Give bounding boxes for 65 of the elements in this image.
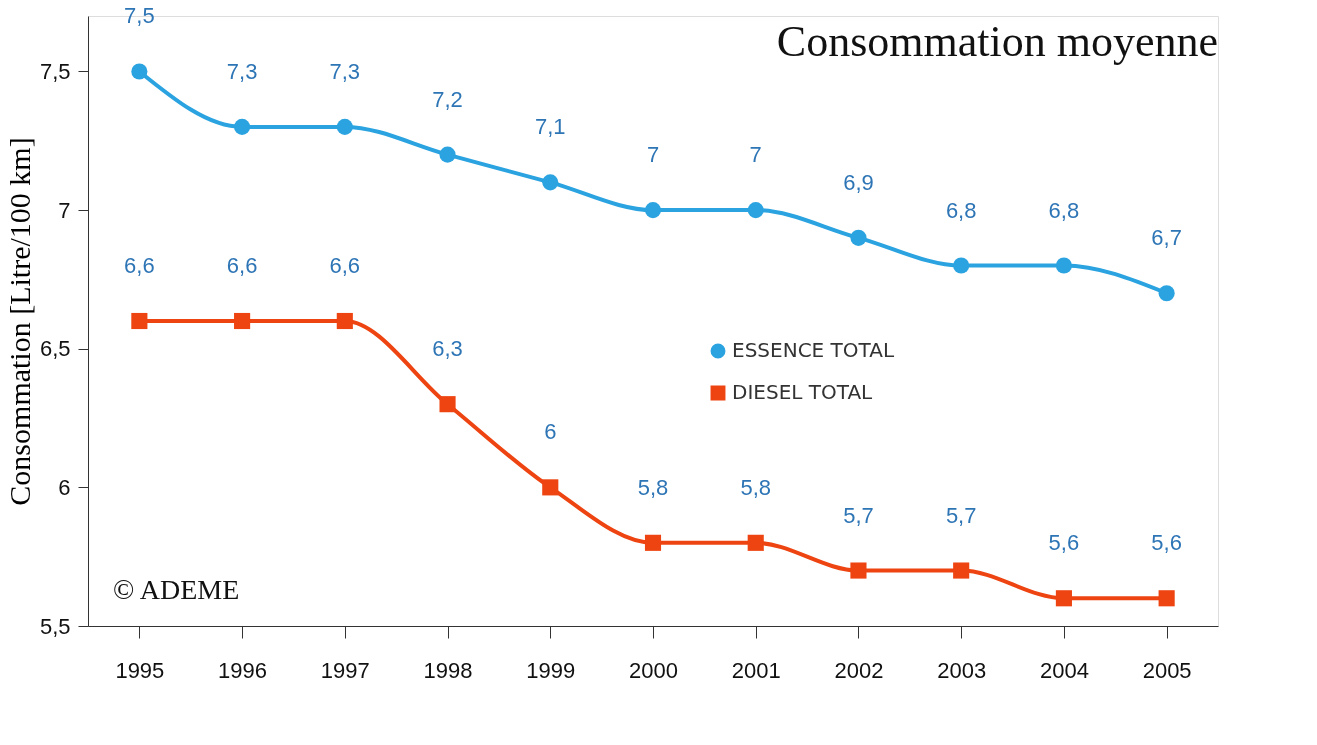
data-label: 5,7 bbox=[843, 502, 874, 528]
data-label: 7 bbox=[749, 142, 762, 168]
point bbox=[542, 479, 559, 496]
point bbox=[131, 312, 148, 330]
data-label: 5,6 bbox=[1048, 530, 1080, 556]
point bbox=[1055, 257, 1072, 274]
data-label: 6 bbox=[544, 419, 557, 445]
x-tick-label: 1996 bbox=[218, 657, 268, 683]
data-label: 7,2 bbox=[432, 86, 463, 112]
data-label: 6,9 bbox=[843, 169, 874, 195]
x-tick-label: 1998 bbox=[423, 657, 473, 683]
point bbox=[1158, 590, 1175, 607]
point bbox=[953, 562, 970, 579]
point bbox=[234, 118, 251, 135]
data-label: 7 bbox=[646, 142, 660, 168]
point bbox=[439, 146, 456, 163]
data-label: 7,1 bbox=[534, 114, 566, 140]
legend-label: DIESEL TOTAL bbox=[732, 380, 874, 404]
data-label: 6,8 bbox=[945, 197, 977, 223]
y-tick-label: 7 bbox=[58, 197, 71, 223]
y-tick-label: 7,5 bbox=[39, 58, 71, 84]
point bbox=[542, 174, 559, 191]
y-tick-label: 6,5 bbox=[39, 336, 71, 362]
data-label: 6,8 bbox=[1048, 197, 1080, 223]
point bbox=[1158, 285, 1175, 302]
x-tick-label: 2005 bbox=[1142, 657, 1192, 683]
x-tick-label: 2003 bbox=[937, 657, 987, 683]
y-axis-title: Consommation [Litre/100 km] bbox=[2, 137, 36, 506]
point bbox=[234, 312, 251, 330]
y-tick-label: 5,5 bbox=[39, 613, 71, 639]
point bbox=[644, 534, 662, 551]
point bbox=[644, 202, 662, 219]
data-label: 7,3 bbox=[329, 58, 361, 84]
point bbox=[850, 562, 867, 579]
x-tick-label: 1995 bbox=[115, 657, 165, 683]
x-tick-label: 2001 bbox=[731, 657, 781, 683]
point bbox=[439, 396, 456, 413]
x-tick-label: 1997 bbox=[320, 657, 370, 683]
point bbox=[336, 118, 353, 135]
point bbox=[1055, 590, 1072, 607]
data-label: 5,8 bbox=[637, 474, 669, 500]
point bbox=[850, 229, 867, 246]
data-label: 6,6 bbox=[226, 253, 258, 278]
data-label: 7,5 bbox=[124, 3, 155, 29]
point bbox=[953, 257, 970, 274]
data-label: 5,6 bbox=[1151, 530, 1182, 556]
point bbox=[336, 312, 353, 330]
data-label: 6,7 bbox=[1151, 225, 1182, 251]
y-tick-label: 6 bbox=[58, 474, 71, 500]
annotation: © ADEME bbox=[113, 574, 240, 605]
point bbox=[747, 534, 764, 551]
point bbox=[747, 202, 764, 219]
data-label: 5,7 bbox=[945, 502, 977, 528]
data-label: 6,6 bbox=[329, 253, 361, 278]
x-tick-label: 2004 bbox=[1039, 657, 1089, 683]
x-tick-label: 2000 bbox=[629, 657, 678, 683]
data-label: 7,3 bbox=[226, 58, 258, 84]
x-tick-label: 2002 bbox=[834, 657, 884, 683]
data-label: 6,6 bbox=[124, 253, 155, 278]
point bbox=[131, 63, 148, 80]
x-tick-label: 1999 bbox=[526, 657, 576, 683]
data-label: 6,3 bbox=[432, 336, 463, 362]
chart-title: Consommation moyenne bbox=[776, 17, 1218, 67]
data-label: 5,8 bbox=[740, 474, 772, 500]
legend-label: ESSENCE TOTAL bbox=[732, 338, 895, 362]
